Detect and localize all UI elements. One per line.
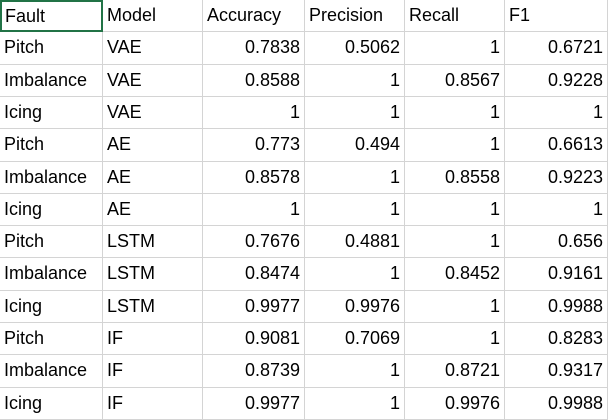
table-cell[interactable]: 0.8567 <box>405 64 505 97</box>
table-cell[interactable]: 1 <box>203 96 305 130</box>
table-cell[interactable]: 0.9977 <box>203 387 305 420</box>
header-cell[interactable]: Accuracy <box>203 0 305 33</box>
header-cell[interactable]: Model <box>103 0 203 33</box>
table-cell[interactable]: Pitch <box>0 226 103 259</box>
table-cell[interactable]: AE <box>103 161 203 194</box>
table-cell[interactable]: 0.9223 <box>505 161 608 194</box>
header-cell[interactable]: Precision <box>305 0 405 33</box>
table-cell[interactable]: 0.8452 <box>405 258 505 291</box>
table-cell[interactable]: 1 <box>203 193 305 227</box>
table-cell[interactable]: 0.9988 <box>505 290 608 324</box>
table-cell[interactable]: 0.4881 <box>305 226 405 259</box>
table-cell[interactable]: Imbalance <box>0 64 103 97</box>
table-cell[interactable]: 1 <box>405 32 505 65</box>
table-cell[interactable]: AE <box>103 129 203 162</box>
table-cell[interactable]: Imbalance <box>0 161 103 194</box>
table-cell[interactable]: 0.5062 <box>305 32 405 65</box>
table-cell[interactable]: LSTM <box>103 290 203 324</box>
table-cell[interactable]: 0.9317 <box>505 355 608 388</box>
table-cell[interactable]: 0.8578 <box>203 161 305 194</box>
table-cell[interactable]: 0.9976 <box>405 387 505 420</box>
table-cell[interactable]: 1 <box>305 387 405 420</box>
table-cell[interactable]: IF <box>103 323 203 356</box>
table-cell[interactable]: 0.9976 <box>305 290 405 324</box>
table-cell[interactable]: 1 <box>305 193 405 227</box>
table-cell[interactable]: AE <box>103 193 203 227</box>
table-cell[interactable]: 0.8558 <box>405 161 505 194</box>
table-cell[interactable]: 0.8588 <box>203 64 305 97</box>
table-cell[interactable]: VAE <box>103 64 203 97</box>
table-cell[interactable]: LSTM <box>103 226 203 259</box>
table-cell[interactable]: 0.9228 <box>505 64 608 97</box>
table-cell[interactable]: 0.9988 <box>505 387 608 420</box>
table-cell[interactable]: IF <box>103 355 203 388</box>
table-cell[interactable]: 1 <box>305 161 405 194</box>
table-cell[interactable]: 0.8721 <box>405 355 505 388</box>
table-cell[interactable]: 0.773 <box>203 129 305 162</box>
table-cell[interactable]: 1 <box>405 323 505 356</box>
table-cell[interactable]: 1 <box>405 226 505 259</box>
table-cell[interactable]: 0.9161 <box>505 258 608 291</box>
table-cell[interactable]: 0.656 <box>505 226 608 259</box>
table-cell[interactable]: 1 <box>405 96 505 130</box>
table-cell[interactable]: VAE <box>103 96 203 130</box>
table-cell[interactable]: Pitch <box>0 323 103 356</box>
table-cell[interactable]: Imbalance <box>0 355 103 388</box>
table-cell[interactable]: 0.7838 <box>203 32 305 65</box>
table-cell[interactable]: Icing <box>0 193 103 227</box>
table-cell[interactable]: 1 <box>405 129 505 162</box>
table-cell[interactable]: 1 <box>405 193 505 227</box>
header-cell[interactable]: Fault <box>0 0 103 33</box>
table-cell[interactable]: Icing <box>0 290 103 324</box>
table-cell[interactable]: Pitch <box>0 32 103 65</box>
table-cell[interactable]: 0.9977 <box>203 290 305 324</box>
table-cell[interactable]: 0.6721 <box>505 32 608 65</box>
table-cell[interactable]: 0.8739 <box>203 355 305 388</box>
table-cell[interactable]: Icing <box>0 96 103 130</box>
header-cell[interactable]: F1 <box>505 0 608 33</box>
table-cell[interactable]: Imbalance <box>0 258 103 291</box>
table-cell[interactable]: 0.7069 <box>305 323 405 356</box>
table-cell[interactable]: 0.8474 <box>203 258 305 291</box>
table-cell[interactable]: 0.7676 <box>203 226 305 259</box>
table-cell[interactable]: 1 <box>505 96 608 130</box>
table-cell[interactable]: 0.9081 <box>203 323 305 356</box>
table-cell[interactable]: 1 <box>305 64 405 97</box>
header-cell[interactable]: Recall <box>405 0 505 33</box>
table-cell[interactable]: 0.8283 <box>505 323 608 356</box>
table-cell[interactable]: 1 <box>305 258 405 291</box>
table-cell[interactable]: 1 <box>405 290 505 324</box>
table-cell[interactable]: 0.494 <box>305 129 405 162</box>
table-cell[interactable]: 1 <box>305 96 405 130</box>
table-cell[interactable]: 1 <box>505 193 608 227</box>
table-cell[interactable]: IF <box>103 387 203 420</box>
table-cell[interactable]: Icing <box>0 387 103 420</box>
table-cell[interactable]: Pitch <box>0 129 103 162</box>
table-cell[interactable]: VAE <box>103 32 203 65</box>
table-cell[interactable]: 0.6613 <box>505 129 608 162</box>
table-cell[interactable]: 1 <box>305 355 405 388</box>
table-cell[interactable]: LSTM <box>103 258 203 291</box>
